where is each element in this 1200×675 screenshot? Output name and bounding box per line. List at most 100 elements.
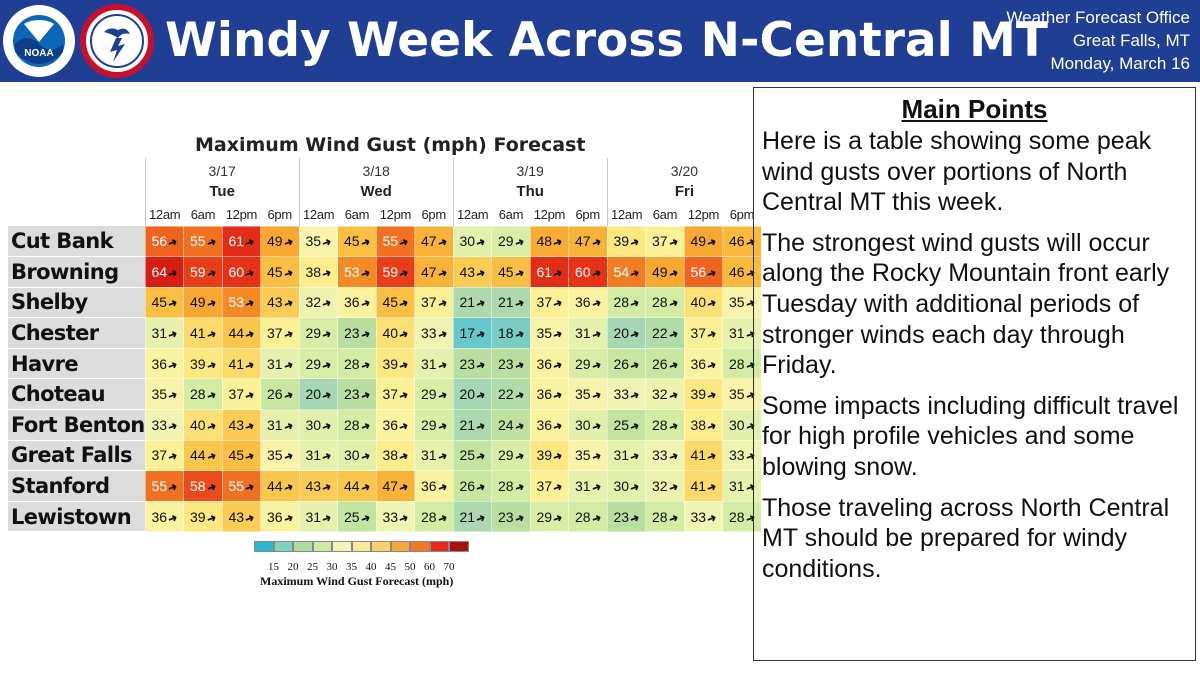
gust-cell: 26➜ <box>260 378 300 411</box>
gust-cell: 21➜ <box>452 500 493 533</box>
noaa-logo-text: NOAA <box>24 48 53 59</box>
gust-cell: 59➜ <box>375 256 416 288</box>
wind-direction-arrow-icon: ➜ <box>435 419 449 435</box>
gust-cell: 55➜ <box>375 225 416 258</box>
table-row: Havre 36➜ 39➜ 41➜ 31➜ 29➜ 28➜ 39➜ 31➜ 23➜ 23➜ 36➜ 29… <box>8 347 762 380</box>
gust-cell: 36➜ <box>260 500 300 533</box>
time-label: 6am <box>190 206 216 222</box>
gust-cell: 35➜ <box>144 378 185 411</box>
gust-value: 35 <box>575 386 591 403</box>
gust-value: 33 <box>729 447 745 464</box>
main-points-title: Main Points <box>901 94 1048 124</box>
gust-cell: 31➜ <box>568 317 608 349</box>
gust-value: 39 <box>382 355 399 372</box>
wind-direction-arrow-icon: ➜ <box>705 236 719 251</box>
gust-cell: 31➜ <box>260 347 300 380</box>
wind-direction-arrow-icon: ➜ <box>243 450 257 465</box>
time-label: 12am <box>298 203 338 226</box>
gust-value: 36 <box>344 294 360 311</box>
wind-direction-arrow-icon: ➜ <box>320 236 334 251</box>
gust-value: 26 <box>613 355 630 372</box>
gust-cell: 25➜ <box>337 500 377 533</box>
gust-value: 53 <box>228 294 245 311</box>
gust-value: 24 <box>498 416 514 433</box>
gust-cell: 45➜ <box>491 256 531 288</box>
wind-direction-arrow-icon: ➜ <box>512 419 526 435</box>
wind-direction-arrow-icon: ➜ <box>397 450 411 465</box>
wind-direction-arrow-icon: ➜ <box>281 327 295 343</box>
gust-cell: 43➜ <box>221 409 262 441</box>
gust-value: 26 <box>459 478 476 495</box>
wind-direction-arrow-icon: ➜ <box>512 266 526 282</box>
legend-tick: 20 <box>287 561 299 573</box>
gust-cell: 37➜ <box>414 286 454 319</box>
gust-value: 29 <box>536 508 553 525</box>
issue-date: Monday, March 16 <box>1050 54 1190 73</box>
gust-value: 55 <box>190 233 206 250</box>
header-corner <box>8 158 145 179</box>
gust-value: 35 <box>305 233 322 250</box>
wind-direction-arrow-icon: ➜ <box>358 327 372 343</box>
gust-cell: 44➜ <box>183 439 223 472</box>
gust-value: 40 <box>690 294 707 311</box>
gust-value: 41 <box>190 325 206 342</box>
gust-value: 43 <box>305 478 322 495</box>
wind-direction-arrow-icon: ➜ <box>705 266 719 282</box>
wind-direction-arrow-icon: ➜ <box>435 327 449 343</box>
time-label: 6pm <box>575 206 600 222</box>
wind-direction-arrow-icon: ➜ <box>512 480 526 496</box>
gust-value: 23 <box>344 325 360 342</box>
legend-swatch <box>449 541 469 552</box>
gust-cell: 49➜ <box>683 225 724 258</box>
gust-value: 23 <box>344 386 360 403</box>
gust-cell: 23➜ <box>606 500 647 533</box>
wind-direction-arrow-icon: ➜ <box>512 358 526 373</box>
date-label: 3/17 <box>144 158 300 179</box>
date-label: 3/19 <box>452 158 608 179</box>
gust-value: 33 <box>613 386 630 403</box>
table-row: Cut Bank 56➜ 55➜ 61➜ 49➜ 35➜ 45➜ 55➜ 47➜ 30➜ 29➜ 48… <box>8 225 762 258</box>
location-label: Great Falls <box>8 440 146 472</box>
gust-value: 55 <box>151 478 168 495</box>
wind-direction-arrow-icon: ➜ <box>551 511 565 526</box>
gust-value: 37 <box>151 447 168 464</box>
gust-cell: 38➜ <box>375 439 416 472</box>
gust-cell: 46➜ <box>722 256 762 288</box>
wind-direction-arrow-icon: ➜ <box>628 358 642 373</box>
gust-value: 29 <box>421 416 437 433</box>
wind-direction-arrow-icon: ➜ <box>204 480 218 496</box>
gust-value: 31 <box>575 325 591 342</box>
wind-direction-arrow-icon: ➜ <box>320 511 334 526</box>
gust-cell: 23➜ <box>337 378 377 411</box>
gust-value: 28 <box>613 294 630 311</box>
wind-direction-arrow-icon: ➜ <box>628 327 642 343</box>
wind-direction-arrow-icon: ➜ <box>705 297 719 312</box>
wind-direction-arrow-icon: ➜ <box>166 450 180 465</box>
gust-value: 36 <box>382 416 399 433</box>
gust-cell: 59➜ <box>183 256 223 288</box>
wind-direction-arrow-icon: ➜ <box>204 327 218 343</box>
legend-tick: 30 <box>326 561 338 573</box>
time-label: 6pm <box>421 206 446 222</box>
gust-cell: 36➜ <box>144 500 185 533</box>
gust-value: 37 <box>421 294 437 311</box>
gust-cell: 61➜ <box>221 225 262 258</box>
gust-cell: 31➜ <box>722 317 762 349</box>
gust-cell: 55➜ <box>183 225 223 258</box>
location-label: Fort Benton <box>8 409 145 441</box>
gust-value: 49 <box>690 233 707 250</box>
gust-cell: 32➜ <box>645 378 685 411</box>
wind-direction-arrow-icon: ➜ <box>166 327 180 343</box>
gust-cell: 53➜ <box>337 256 377 288</box>
table-row: Choteau 35➜ 28➜ 37➜ 26➜ 20➜ 23➜ 37➜ 29➜ 20➜ 22➜ 36➜… <box>8 378 762 411</box>
legend-swatch <box>429 541 449 552</box>
wind-direction-arrow-icon: ➜ <box>512 327 526 343</box>
gust-value: 31 <box>151 325 168 342</box>
wind-direction-arrow-icon: ➜ <box>551 358 565 373</box>
gust-cell: 37➜ <box>144 439 185 472</box>
gust-value: 29 <box>305 325 322 342</box>
main-point-4: Those traveling across North Central MT … <box>762 493 1170 583</box>
time-label: 6pm <box>267 206 292 222</box>
wind-direction-arrow-icon: ➜ <box>589 297 603 312</box>
gust-cell: 37➜ <box>375 378 416 411</box>
